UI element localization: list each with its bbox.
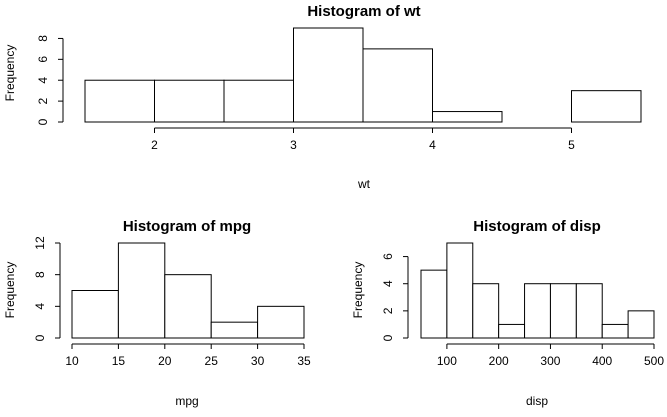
y-tick-label: 4 xyxy=(33,303,47,310)
bar xyxy=(446,242,474,339)
y-tick-label: 12 xyxy=(33,236,47,250)
y-axis-label-mpg: Frequency xyxy=(3,262,17,319)
panel-mpg: Histogram of mpg mpg Frequency 10 15 20 25 3… xyxy=(3,218,311,408)
y-tick-label: 2 xyxy=(36,97,50,104)
x-tick-label: 3 xyxy=(290,138,297,152)
bar xyxy=(223,79,294,123)
x-tick-label: 100 xyxy=(437,354,457,368)
x-axis-label-mpg: mpg xyxy=(175,394,198,408)
bar xyxy=(575,283,603,339)
bar xyxy=(601,323,629,339)
bar xyxy=(71,290,119,339)
bar xyxy=(432,111,503,123)
bar xyxy=(362,48,433,123)
bar xyxy=(498,323,526,339)
x-axis-wt: 2 3 4 5 xyxy=(151,127,575,152)
y-tick-label: 6 xyxy=(381,253,395,260)
y-tick-label: 2 xyxy=(381,307,395,314)
y-axis-mpg: 0 4 8 12 xyxy=(33,236,61,341)
y-tick-label: 8 xyxy=(33,271,47,278)
x-tick-label: 15 xyxy=(112,354,126,368)
x-axis-disp: 100 200 300 400 500 xyxy=(437,343,664,368)
chart-title-mpg: Histogram of mpg xyxy=(123,218,251,235)
x-axis-label-wt: wt xyxy=(357,177,371,191)
bar xyxy=(627,310,655,339)
x-tick-label: 5 xyxy=(568,138,575,152)
y-tick-label: 4 xyxy=(36,77,50,84)
bar xyxy=(154,79,225,123)
y-tick-label: 0 xyxy=(36,118,50,125)
chart-title-disp: Histogram of disp xyxy=(473,218,601,235)
bar xyxy=(164,274,212,339)
x-tick-label: 4 xyxy=(429,138,436,152)
panel-wt: Histogram of wt wt Frequency 2 3 4 5 0 2 4 6 8 xyxy=(3,3,642,191)
bars-mpg xyxy=(71,242,305,339)
y-axis-label-disp: Frequency xyxy=(351,262,365,319)
x-tick-label: 20 xyxy=(158,354,172,368)
y-tick-label: 6 xyxy=(36,56,50,63)
bar xyxy=(472,283,500,339)
bar xyxy=(117,242,166,339)
y-tick-label: 8 xyxy=(36,35,50,42)
x-tick-label: 35 xyxy=(297,354,311,368)
x-tick-label: 300 xyxy=(540,354,560,368)
y-axis-label-wt: Frequency xyxy=(3,45,17,102)
x-tick-label: 25 xyxy=(205,354,219,368)
bars-wt xyxy=(84,27,642,123)
x-tick-label: 30 xyxy=(251,354,265,368)
bar xyxy=(549,283,577,339)
x-tick-label: 400 xyxy=(592,354,612,368)
chart-title-wt: Histogram of wt xyxy=(307,3,420,20)
y-axis-disp: 0 2 4 6 xyxy=(381,253,409,341)
x-tick-label: 10 xyxy=(65,354,79,368)
bars-disp xyxy=(420,242,655,339)
bar xyxy=(571,90,642,123)
x-tick-label: 2 xyxy=(151,138,158,152)
bar xyxy=(257,305,305,339)
bar xyxy=(524,283,551,339)
y-axis-wt: 0 2 4 6 8 xyxy=(36,35,64,125)
bar xyxy=(420,269,448,339)
y-tick-label: 0 xyxy=(33,334,47,341)
panel-disp: Histogram of disp disp Frequency 100 200 3… xyxy=(351,218,664,408)
y-tick-label: 4 xyxy=(381,280,395,287)
x-axis-mpg: 10 15 20 25 30 35 xyxy=(65,343,311,368)
bar xyxy=(293,27,364,123)
x-axis-label-disp: disp xyxy=(526,394,548,408)
bar xyxy=(210,321,259,339)
x-tick-label: 500 xyxy=(644,354,664,368)
x-tick-label: 200 xyxy=(489,354,509,368)
bar xyxy=(84,79,155,123)
y-tick-label: 0 xyxy=(381,334,395,341)
